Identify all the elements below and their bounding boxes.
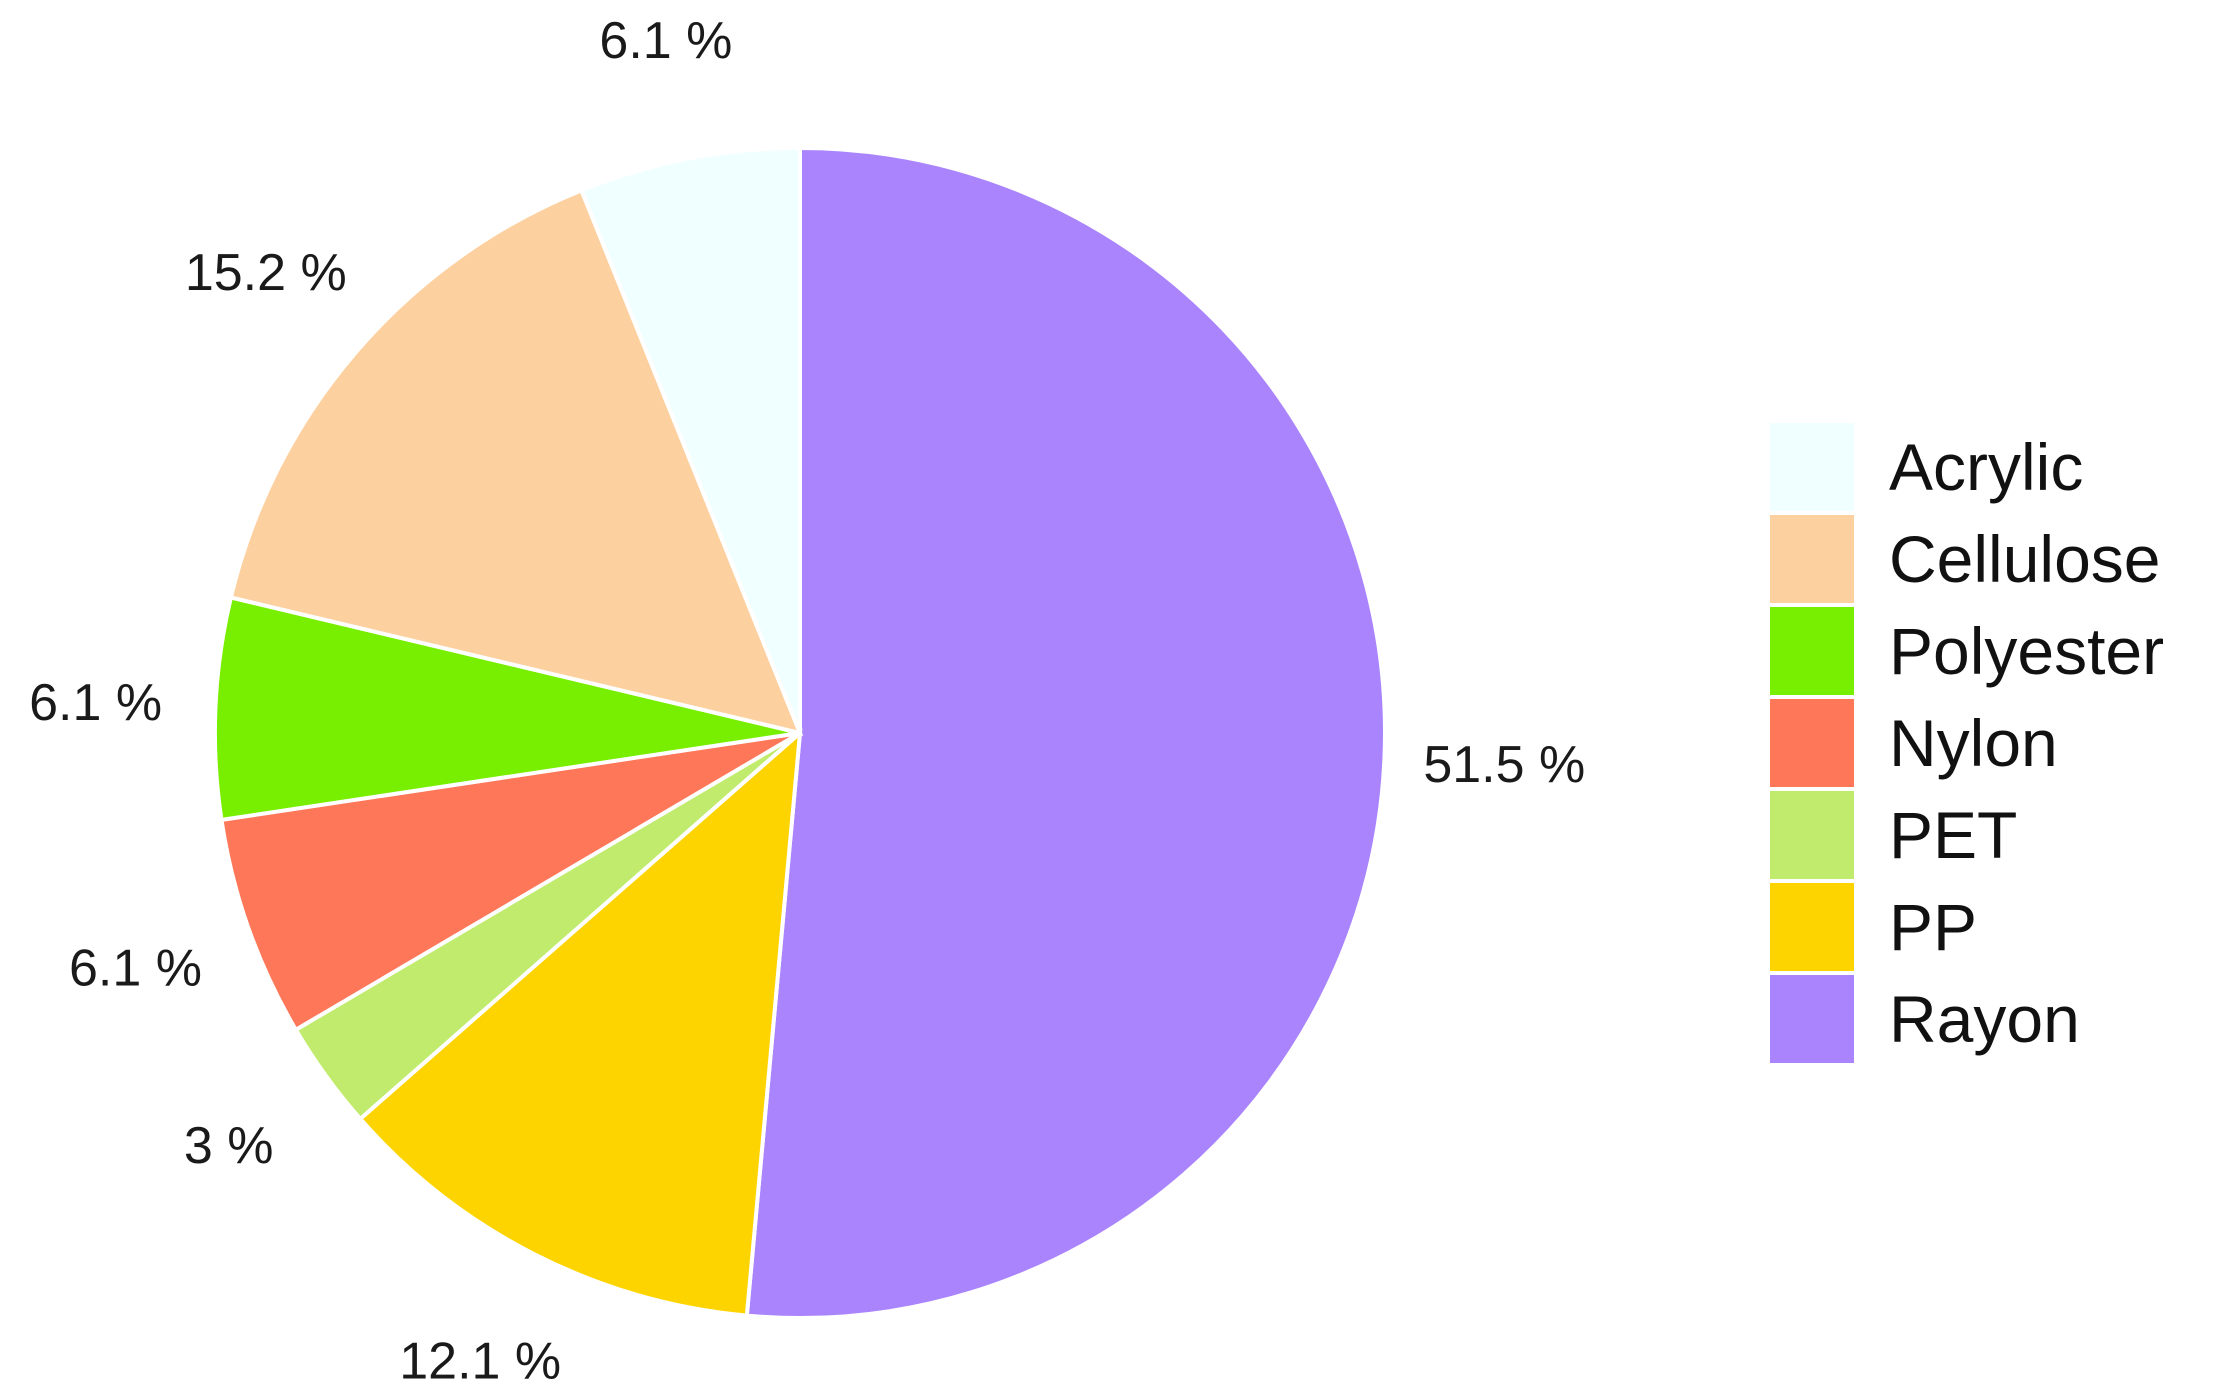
pie-slice-rayon bbox=[744, 145, 1387, 1320]
legend-swatch-cellulose bbox=[1770, 515, 1854, 603]
percent-label-acrylic: 6.1 % bbox=[599, 12, 732, 70]
legend-label-rayon: Rayon bbox=[1889, 982, 2080, 1056]
legend-label-acrylic: Acrylic bbox=[1889, 430, 2083, 504]
legend-label-nylon: Nylon bbox=[1889, 706, 2058, 780]
legend-item-cellulose: Cellulose bbox=[1770, 515, 2160, 603]
pie-slice-pp bbox=[357, 728, 803, 1318]
legend-label-pet: PET bbox=[1889, 798, 2017, 872]
legend-item-pp: PP bbox=[1770, 883, 1977, 971]
legend-swatch-nylon bbox=[1770, 699, 1854, 787]
legend-item-pet: PET bbox=[1770, 791, 2017, 879]
percent-label-rayon: 51.5 % bbox=[1423, 736, 1585, 794]
percent-labels: 51.5 % 12.1 % 3 % 6.1 % 6.1 % 15.2 % 6.1 % bbox=[29, 12, 1585, 1390]
legend-label-pp: PP bbox=[1889, 890, 1977, 964]
legend-item-rayon: Rayon bbox=[1770, 975, 2080, 1063]
pie-slice-acrylic bbox=[578, 145, 802, 734]
legend: Acrylic Cellulose Polyester Nylon PET PP Rayon bbox=[1770, 423, 2164, 1063]
legend-item-acrylic: Acrylic bbox=[1770, 423, 2083, 511]
pie-slice-cellulose bbox=[228, 187, 804, 736]
legend-item-nylon: Nylon bbox=[1770, 699, 2058, 787]
legend-swatch-acrylic bbox=[1770, 423, 1854, 511]
legend-label-cellulose: Cellulose bbox=[1889, 522, 2160, 596]
legend-swatch-pet bbox=[1770, 791, 1854, 879]
pie-slices bbox=[213, 145, 1387, 1320]
pie-slice-nylon bbox=[219, 731, 802, 1033]
percent-label-pet: 3 % bbox=[184, 1117, 274, 1175]
legend-label-polyester: Polyester bbox=[1889, 614, 2164, 688]
legend-swatch-polyester bbox=[1770, 607, 1854, 695]
legend-swatch-rayon bbox=[1770, 975, 1854, 1063]
percent-label-cellulose: 15.2 % bbox=[185, 244, 347, 302]
legend-item-polyester: Polyester bbox=[1770, 607, 2164, 695]
percent-label-nylon: 6.1 % bbox=[69, 940, 202, 998]
percent-label-pp: 12.1 % bbox=[399, 1332, 561, 1390]
pie-slice-polyester bbox=[213, 595, 801, 823]
legend-swatch-pp bbox=[1770, 883, 1854, 971]
percent-label-polyester: 6.1 % bbox=[29, 674, 162, 732]
